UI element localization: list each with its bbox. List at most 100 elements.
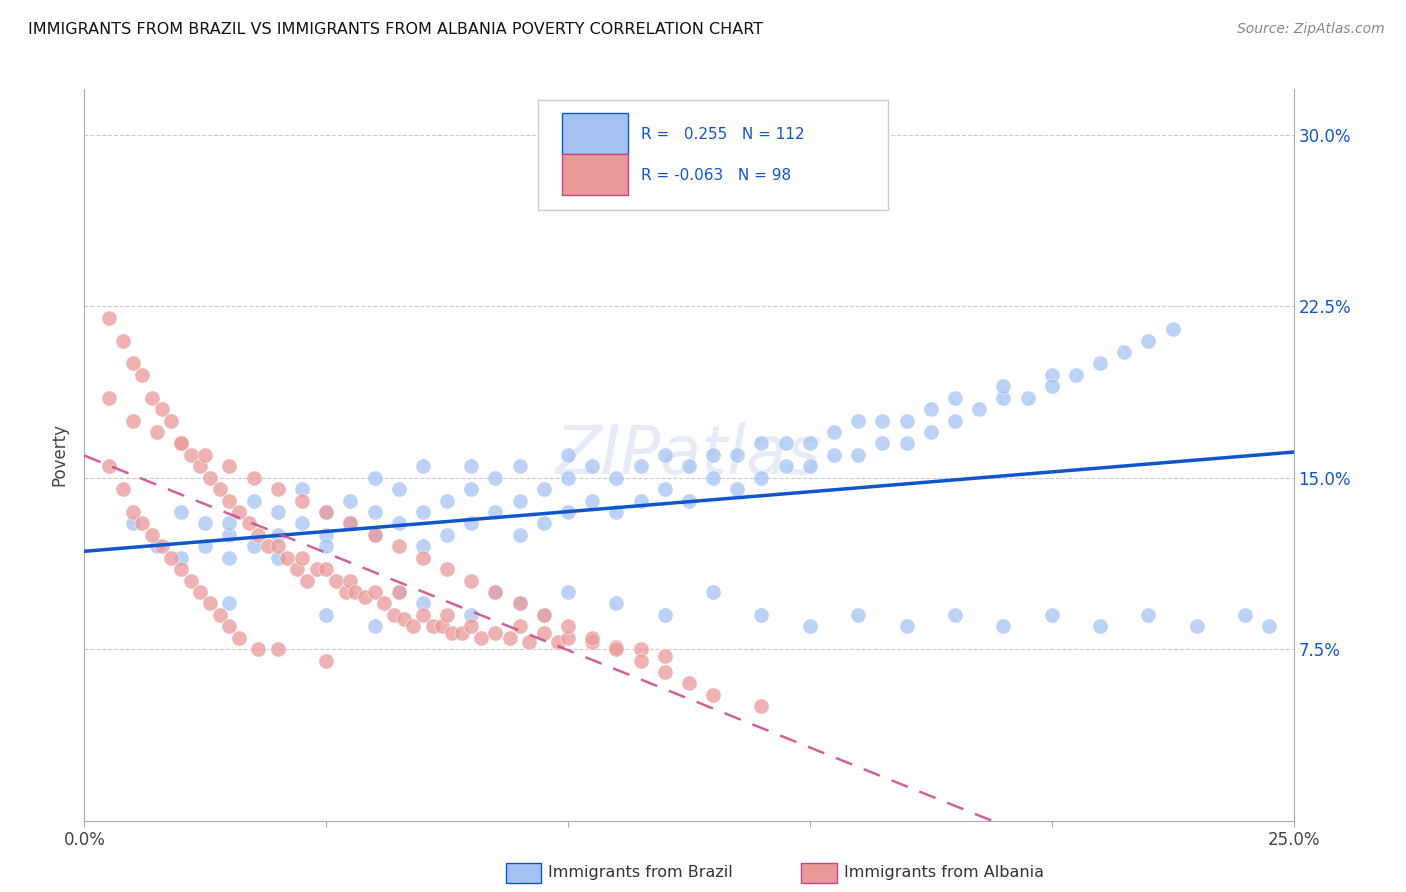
Point xyxy=(581,635,603,649)
Point xyxy=(339,516,361,531)
Point xyxy=(257,539,280,553)
Point xyxy=(242,471,264,485)
Point xyxy=(436,607,458,622)
Point xyxy=(339,574,361,588)
Point xyxy=(315,607,337,622)
Point xyxy=(325,574,347,588)
Point xyxy=(412,505,434,519)
Point xyxy=(121,414,143,428)
Point xyxy=(436,528,458,542)
Point xyxy=(484,505,506,519)
Point xyxy=(228,631,250,645)
Point xyxy=(291,493,314,508)
Point xyxy=(654,607,676,622)
Point xyxy=(1234,607,1257,622)
Point xyxy=(702,471,724,485)
Point xyxy=(484,471,506,485)
Point xyxy=(581,631,603,645)
Point xyxy=(517,635,540,649)
Point xyxy=(725,448,748,462)
Point xyxy=(180,448,202,462)
Point xyxy=(208,482,231,496)
Bar xyxy=(562,113,628,153)
Point xyxy=(170,436,193,450)
Point xyxy=(896,414,918,428)
Point xyxy=(846,448,869,462)
Point xyxy=(363,505,385,519)
Point xyxy=(470,631,492,645)
Point xyxy=(440,626,463,640)
Point xyxy=(190,459,212,474)
Point xyxy=(218,493,240,508)
Point xyxy=(751,699,773,714)
Point xyxy=(392,613,415,627)
Point xyxy=(291,516,314,531)
Point xyxy=(247,528,270,542)
Point xyxy=(823,448,845,462)
Point xyxy=(315,528,337,542)
Point xyxy=(315,505,337,519)
Y-axis label: Poverty: Poverty xyxy=(51,424,69,486)
Point xyxy=(799,619,821,633)
Point xyxy=(388,585,411,599)
Text: Immigrants from Brazil: Immigrants from Brazil xyxy=(548,865,733,880)
Point xyxy=(484,585,506,599)
Point xyxy=(97,310,120,325)
Point xyxy=(509,459,531,474)
Point xyxy=(460,574,482,588)
Point xyxy=(97,391,120,405)
Point xyxy=(993,391,1015,405)
Point xyxy=(678,459,700,474)
Point xyxy=(412,607,434,622)
Point xyxy=(267,482,290,496)
Point xyxy=(1040,607,1063,622)
Point xyxy=(1017,391,1039,405)
Point xyxy=(557,471,579,485)
Text: R = -0.063   N = 98: R = -0.063 N = 98 xyxy=(641,168,790,183)
Point xyxy=(654,649,676,664)
Point xyxy=(460,516,482,531)
Point xyxy=(751,471,773,485)
Point xyxy=(605,597,627,611)
Point xyxy=(218,459,240,474)
Point xyxy=(1088,619,1111,633)
Point xyxy=(1114,345,1136,359)
Point xyxy=(190,585,212,599)
Point xyxy=(993,379,1015,393)
Point xyxy=(422,619,444,633)
Point xyxy=(654,665,676,679)
Point xyxy=(605,642,627,657)
Point xyxy=(267,539,290,553)
Point xyxy=(920,425,942,439)
Point xyxy=(242,493,264,508)
FancyBboxPatch shape xyxy=(538,100,889,210)
Point xyxy=(993,619,1015,633)
Point xyxy=(160,414,183,428)
Point xyxy=(460,482,482,496)
Point xyxy=(605,640,627,654)
Point xyxy=(170,436,193,450)
Point xyxy=(450,626,472,640)
Point xyxy=(751,436,773,450)
Point xyxy=(654,482,676,496)
Point xyxy=(499,631,522,645)
Point xyxy=(160,550,183,565)
Point xyxy=(605,505,627,519)
Point xyxy=(846,607,869,622)
Point xyxy=(198,597,221,611)
Point xyxy=(1064,368,1087,382)
Point xyxy=(291,550,314,565)
Point xyxy=(943,607,966,622)
Point xyxy=(557,448,579,462)
Point xyxy=(267,505,290,519)
Point xyxy=(846,414,869,428)
Point xyxy=(228,505,250,519)
Point xyxy=(799,436,821,450)
Point xyxy=(315,654,337,668)
Point xyxy=(388,516,411,531)
Point xyxy=(484,585,506,599)
Point xyxy=(238,516,260,531)
Point xyxy=(581,493,603,508)
Point xyxy=(775,436,797,450)
Point xyxy=(557,631,579,645)
